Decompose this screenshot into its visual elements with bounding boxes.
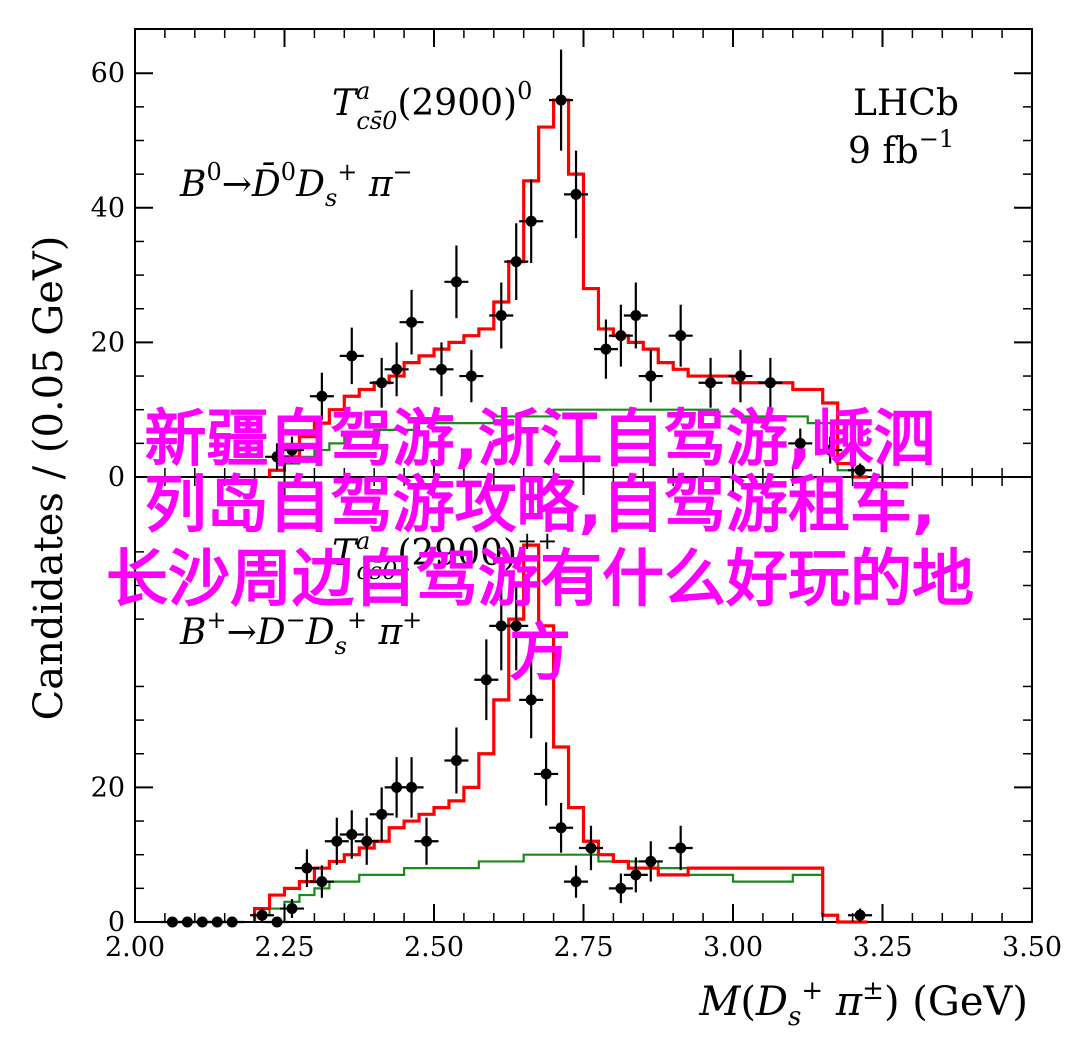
top-y-tick-label: 60 <box>91 58 125 89</box>
bottom-data-point <box>474 639 499 721</box>
bottom-data-point <box>534 742 559 806</box>
overlay-line-1: 新疆自驾游,浙江自驾游,嵊泗 <box>144 402 936 475</box>
bottom-data-point <box>324 817 349 865</box>
top-data-point <box>638 349 663 403</box>
x-tick-label: 2.75 <box>553 932 613 963</box>
bottom-y-tick-label: 0 <box>108 907 125 938</box>
top-data-point <box>788 428 813 459</box>
top-data-point <box>549 49 574 151</box>
top-data-point <box>444 245 469 319</box>
y-axis-label: Candidates / (0.05 GeV) <box>26 236 72 721</box>
top-data-point <box>459 349 484 403</box>
bottom-data-point <box>549 802 574 853</box>
top-component-curve <box>268 408 868 479</box>
bottom-data-point <box>220 916 245 928</box>
overlay-line-2: 列岛自驾游攻略,自驾游租车, <box>144 468 936 541</box>
bottom-data-point <box>608 873 633 904</box>
bottom-data-point <box>354 817 379 865</box>
y-axis-ticks: 0 20 40 60 0 20 <box>91 58 1032 938</box>
top-data-point <box>384 342 409 397</box>
x-tick-label: 2.50 <box>404 932 464 963</box>
bottom-data-point <box>564 865 589 898</box>
bottom-data-point <box>638 841 663 882</box>
bottom-data-point <box>519 661 544 739</box>
top-data-point <box>429 342 454 397</box>
x-axis-label: M(Ds+ π±) (GeV) <box>698 976 1028 1032</box>
bottom-data-point <box>623 857 648 893</box>
bottom-data-point <box>668 825 693 871</box>
top-resonance-label: Ta cs̄0(2900)0 <box>332 77 532 135</box>
top-data-point <box>564 150 589 239</box>
bottom-data-point <box>504 581 529 671</box>
bottom-data-point <box>399 757 424 818</box>
top-data-point <box>608 304 633 367</box>
top-fit-curve <box>267 98 868 479</box>
top-decay-label: B0→D̄0Ds+ π− <box>179 158 413 212</box>
top-y-tick-label: 0 <box>108 462 125 493</box>
bottom-panel-plot <box>160 543 873 928</box>
top-data-point <box>519 179 544 263</box>
top-data-point <box>339 327 364 385</box>
bottom-data-point <box>489 581 514 671</box>
bottom-data-point <box>309 865 334 898</box>
overlay-line-3: 长沙周边自驾游有什么好玩的地 <box>105 542 974 615</box>
top-data-point <box>309 372 334 420</box>
top-data-point <box>818 436 843 464</box>
experiment-label: LHCb <box>853 83 959 124</box>
bottom-data-point <box>578 825 603 871</box>
bottom-data-point <box>294 849 319 888</box>
top-panel-plot <box>265 49 873 479</box>
top-data-point <box>504 223 529 301</box>
top-data-point <box>593 319 618 379</box>
top-data-point <box>399 289 424 355</box>
top-data-point <box>728 349 753 403</box>
top-data-point <box>758 357 783 408</box>
bottom-data-point <box>369 787 394 842</box>
bottom-data-point <box>339 810 364 859</box>
x-tick-label: 3.25 <box>852 932 912 963</box>
top-data-point <box>698 357 723 408</box>
top-data-point <box>668 304 693 367</box>
x-axis-ticks: 2.00 2.25 2.50 2.75 3.00 3.25 3.50 <box>105 29 1062 963</box>
x-tick-label: 3.50 <box>1002 932 1062 963</box>
top-y-tick-label: 40 <box>91 193 125 224</box>
bottom-data-point <box>384 757 409 818</box>
overlay-line-4: 方 <box>508 616 571 689</box>
bottom-y-tick-label: 20 <box>91 772 125 803</box>
x-tick-label: 2.00 <box>105 932 165 963</box>
luminosity-label: 9 fb−1 <box>848 125 954 172</box>
top-y-tick-label: 20 <box>91 327 125 358</box>
top-data-point <box>489 282 514 349</box>
x-tick-label: 3.00 <box>703 932 763 963</box>
top-data-point <box>279 436 304 464</box>
top-data-point <box>623 282 648 349</box>
bottom-data-point <box>444 727 469 794</box>
top-data-point <box>369 357 394 408</box>
bottom-data-point <box>848 908 873 922</box>
bottom-component-curve <box>253 853 868 924</box>
bottom-data-point <box>250 908 275 922</box>
bottom-data-point <box>414 817 439 865</box>
top-data-point <box>265 443 290 471</box>
x-tick-label: 2.25 <box>254 932 314 963</box>
